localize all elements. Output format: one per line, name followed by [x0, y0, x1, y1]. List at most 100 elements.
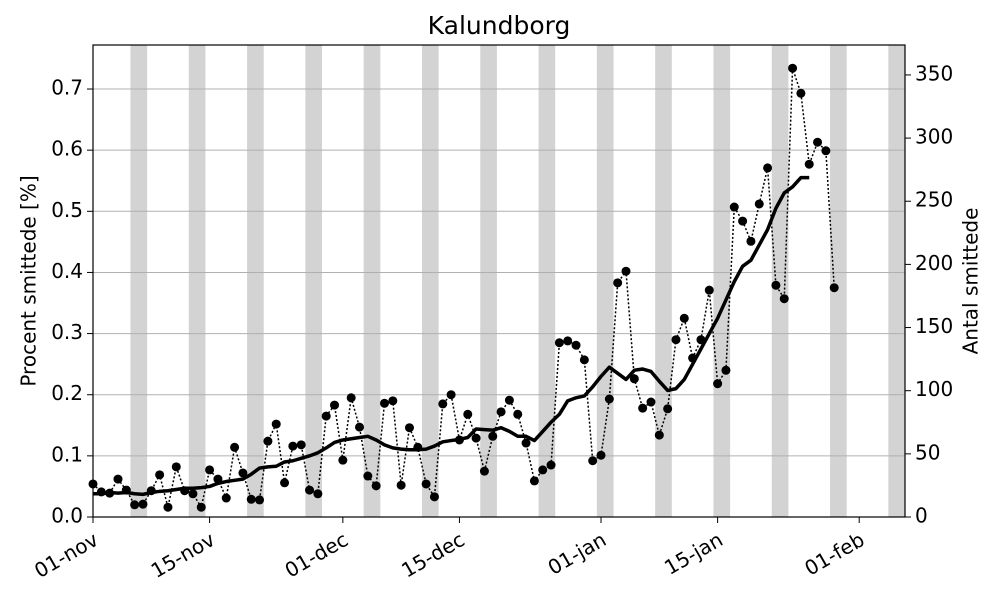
data-point	[654, 430, 664, 440]
data-point	[746, 236, 756, 246]
data-point	[363, 471, 373, 481]
data-point	[313, 489, 323, 499]
data-point	[763, 163, 773, 173]
data-point	[579, 355, 589, 365]
x-tick-label: 15-nov	[147, 527, 219, 583]
y-tick-label: 0.2	[51, 381, 83, 405]
x-tick-label: 01-jan	[544, 527, 611, 579]
data-point	[280, 478, 290, 488]
weekend-band	[888, 45, 905, 517]
data-point	[338, 455, 348, 465]
x-tick-label: 01-dec	[281, 527, 352, 582]
data-point	[563, 336, 573, 346]
data-point	[629, 374, 639, 384]
data-point	[504, 395, 514, 405]
weekend-band	[596, 45, 614, 517]
data-point	[288, 441, 298, 451]
y2-tick-label: 250	[915, 188, 953, 212]
weekend-band	[363, 45, 381, 517]
data-point	[588, 456, 598, 466]
data-point	[713, 379, 723, 389]
chart-title: Kalundborg	[428, 11, 571, 40]
data-point	[330, 400, 340, 410]
data-point	[571, 340, 581, 350]
data-point	[130, 500, 140, 510]
plot-frame	[92, 44, 906, 518]
y2-tick-label: 50	[915, 440, 940, 464]
data-point	[163, 502, 173, 512]
data-point	[679, 313, 689, 323]
weekend-band	[538, 45, 556, 517]
y2-tick-label: 350	[915, 61, 953, 85]
y-tick-label: 0.1	[51, 442, 83, 466]
y2-tick-label: 0	[915, 504, 928, 528]
y-tick-label: 0.5	[51, 198, 83, 222]
weekend-band	[771, 45, 789, 517]
average-line	[93, 175, 810, 497]
data-point	[255, 495, 265, 505]
data-point	[596, 450, 606, 460]
y2-tick-label: 200	[915, 251, 953, 275]
data-point	[788, 63, 798, 73]
data-point	[704, 285, 714, 295]
data-point	[230, 442, 240, 452]
data-point	[804, 159, 814, 169]
data-point	[305, 485, 315, 495]
data-point	[779, 294, 789, 304]
data-point	[529, 476, 539, 486]
y-tick-label: 0.3	[51, 320, 83, 344]
weekend-band	[188, 45, 206, 517]
data-point	[613, 278, 623, 288]
data-point	[463, 409, 473, 419]
data-point	[496, 407, 506, 417]
data-point	[796, 88, 806, 98]
data-point	[554, 338, 564, 348]
data-point	[829, 283, 839, 293]
y-tick-label: 0.0	[51, 504, 83, 528]
data-point	[729, 202, 739, 212]
data-point	[355, 422, 365, 432]
data-point	[188, 489, 198, 499]
data-point	[446, 390, 456, 400]
data-point	[171, 462, 181, 472]
data-point	[388, 396, 398, 406]
data-point	[638, 403, 648, 413]
data-point	[663, 404, 673, 414]
data-point	[221, 493, 231, 503]
data-point	[421, 479, 431, 489]
weekend-band	[713, 45, 731, 517]
y2-tick-label: 100	[915, 377, 953, 401]
data-point	[346, 393, 356, 403]
data-point	[538, 465, 548, 475]
data-point	[404, 423, 414, 433]
weekend-band	[830, 45, 847, 517]
data-point	[296, 440, 306, 450]
data-point	[155, 470, 165, 480]
data-point	[604, 394, 614, 404]
x-tick-label: 15-jan	[660, 527, 727, 579]
y2-axis-label: Antal smittede	[959, 208, 983, 355]
data-point	[246, 494, 256, 504]
weekend-band	[480, 45, 497, 517]
data-point	[113, 474, 123, 484]
y-axis-label: Procent smittede [%]	[17, 175, 41, 386]
y-tick-label: 0.6	[51, 137, 83, 161]
data-point	[196, 502, 206, 512]
data-point	[821, 146, 831, 156]
data-point	[238, 468, 248, 478]
data-point	[205, 465, 215, 475]
data-point	[138, 499, 148, 509]
data-point	[513, 409, 523, 419]
data-point	[379, 398, 389, 408]
data-point	[488, 431, 498, 441]
y-tick-label: 0.4	[51, 259, 83, 283]
y-tick-label: 0.7	[51, 76, 83, 100]
data-point	[754, 199, 764, 209]
x-tick-label: 15-dec	[397, 527, 468, 582]
data-point	[738, 216, 748, 226]
data-point	[429, 492, 439, 502]
data-point	[771, 280, 781, 290]
data-point	[271, 419, 281, 429]
y2-tick-label: 300	[915, 125, 953, 149]
x-tick-label: 01-nov	[30, 527, 102, 583]
